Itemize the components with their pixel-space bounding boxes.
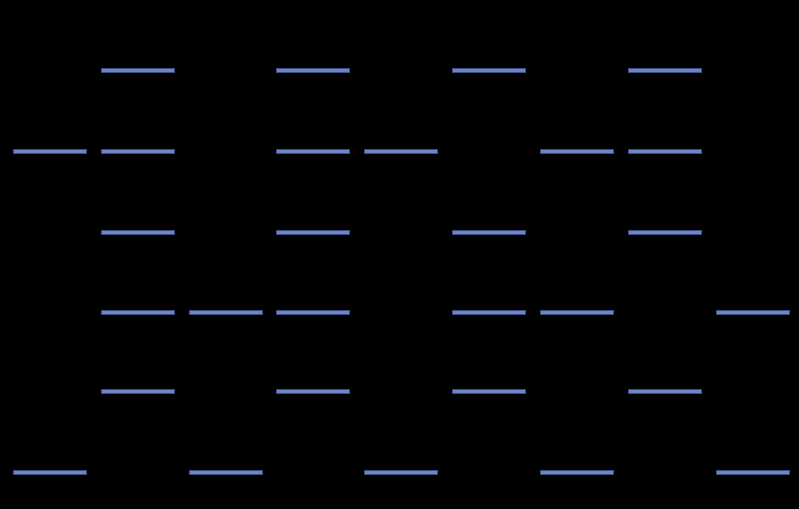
line-segment xyxy=(628,149,702,154)
line-segment xyxy=(189,470,263,475)
line-segment xyxy=(13,470,87,475)
line-segment xyxy=(101,310,175,315)
line-segment xyxy=(364,149,438,154)
line-segment xyxy=(276,68,350,73)
line-segment xyxy=(101,230,175,235)
line-segment xyxy=(101,389,175,394)
line-segment xyxy=(452,230,526,235)
line-segment xyxy=(276,230,350,235)
line-segment xyxy=(452,310,526,315)
line-segment xyxy=(628,389,702,394)
line-segment xyxy=(452,389,526,394)
line-segment xyxy=(101,149,175,154)
line-segment xyxy=(189,310,263,315)
line-segment xyxy=(628,230,702,235)
line-segment xyxy=(13,149,87,154)
line-segment xyxy=(101,68,175,73)
line-segment xyxy=(540,149,614,154)
line-segment xyxy=(628,68,702,73)
line-segment xyxy=(540,470,614,475)
line-segment xyxy=(540,310,614,315)
line-segment xyxy=(716,470,790,475)
line-segment xyxy=(276,149,350,154)
line-segment xyxy=(276,389,350,394)
line-segment xyxy=(452,68,526,73)
line-segment xyxy=(276,310,350,315)
line-segment xyxy=(716,310,790,315)
line-segment xyxy=(364,470,438,475)
